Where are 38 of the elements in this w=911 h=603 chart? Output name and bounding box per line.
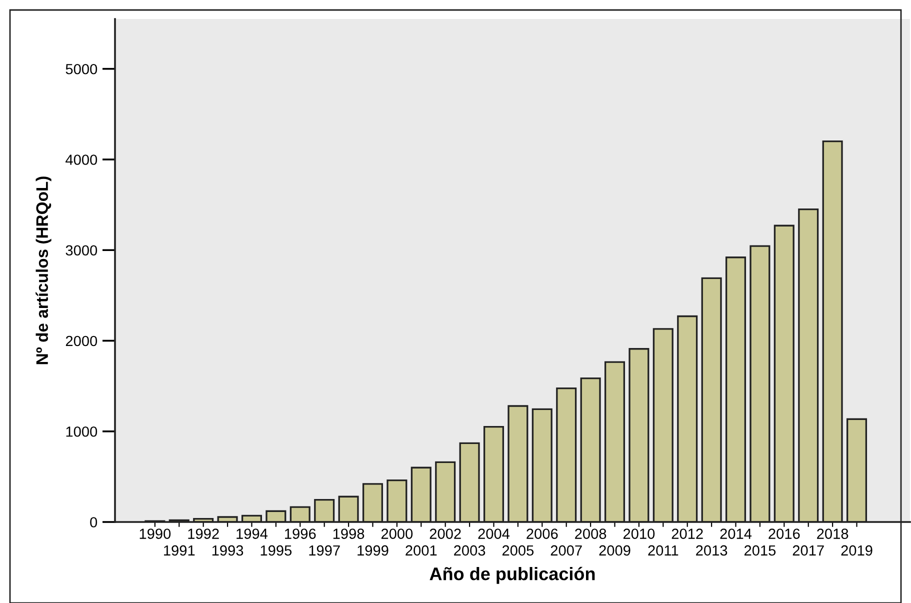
- x-tick-label: 2003: [454, 545, 486, 556]
- x-tick-label: 1992: [188, 528, 219, 539]
- x-tick-label: 2015: [744, 545, 776, 556]
- y-tick-label: 4000: [66, 154, 98, 165]
- x-tick-label: 2006: [526, 528, 558, 539]
- y-tick-label: 5000: [66, 64, 98, 74]
- y-tick-label: 3000: [66, 245, 98, 256]
- x-tick-label: 2012: [672, 528, 703, 539]
- x-tick-label: 2018: [817, 528, 848, 539]
- x-axis-title: Año de publicación: [430, 566, 595, 584]
- x-tick-label: 1994: [236, 528, 268, 539]
- x-tick-label: 1995: [260, 545, 292, 556]
- x-tick-label: 2002: [430, 528, 461, 539]
- x-tick-label: 1991: [164, 545, 195, 556]
- x-tick-label: 2008: [575, 528, 606, 539]
- x-tick-label: 2009: [599, 545, 630, 556]
- x-tick-label: 2011: [648, 545, 678, 556]
- x-tick-label: 1999: [358, 545, 388, 556]
- x-tick-label: 2005: [502, 545, 534, 556]
- x-tick-label: 2000: [381, 528, 413, 539]
- x-tick-label: 1990: [140, 528, 171, 539]
- y-axis-title: Nº de artículos (HRQoL): [36, 176, 52, 364]
- x-tick-label: 1993: [212, 545, 244, 556]
- x-tick-label: 2010: [623, 528, 655, 539]
- x-tick-label: 2019: [841, 545, 872, 556]
- x-tick-label: 1996: [285, 528, 316, 539]
- x-tick-label: 2001: [406, 545, 437, 556]
- x-tick-label: 2013: [696, 545, 728, 556]
- x-tick-label: 2016: [768, 528, 800, 539]
- x-tick-label: 1998: [333, 528, 364, 539]
- x-tick-label: 1997: [309, 545, 340, 556]
- y-tick-label: 2000: [66, 336, 98, 346]
- y-tick-label: 1000: [66, 426, 98, 437]
- y-tick-label: 0: [90, 517, 98, 528]
- x-tick-label: 2017: [792, 545, 824, 556]
- x-tick-label: 2004: [478, 528, 510, 539]
- x-tick-label: 2014: [720, 528, 752, 539]
- x-tick-label: 2007: [550, 545, 582, 556]
